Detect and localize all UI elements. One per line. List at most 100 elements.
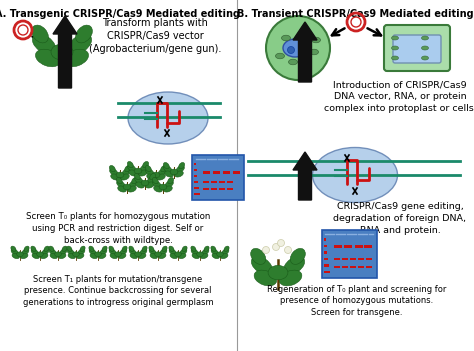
Ellipse shape bbox=[138, 253, 146, 259]
Ellipse shape bbox=[179, 163, 185, 169]
Ellipse shape bbox=[128, 186, 137, 192]
Ellipse shape bbox=[175, 252, 181, 257]
Ellipse shape bbox=[212, 253, 219, 259]
Bar bbox=[203, 187, 209, 190]
Ellipse shape bbox=[68, 253, 75, 259]
Bar bbox=[350, 258, 356, 260]
Ellipse shape bbox=[99, 253, 106, 259]
Ellipse shape bbox=[169, 246, 174, 251]
Ellipse shape bbox=[117, 178, 122, 184]
Ellipse shape bbox=[164, 163, 169, 169]
Ellipse shape bbox=[421, 36, 428, 40]
Ellipse shape bbox=[141, 180, 149, 186]
Ellipse shape bbox=[178, 253, 186, 259]
Ellipse shape bbox=[211, 246, 216, 251]
Circle shape bbox=[273, 244, 280, 251]
Ellipse shape bbox=[60, 249, 67, 255]
Ellipse shape bbox=[165, 171, 173, 177]
Text: Screen T₀ plants for homozygous mutation
using PCR and restriction digest. Self : Screen T₀ plants for homozygous mutation… bbox=[26, 212, 210, 245]
Ellipse shape bbox=[129, 249, 136, 255]
Bar bbox=[324, 245, 327, 247]
Ellipse shape bbox=[147, 177, 155, 184]
Ellipse shape bbox=[251, 257, 272, 274]
Ellipse shape bbox=[164, 186, 172, 192]
Bar bbox=[194, 163, 197, 165]
Ellipse shape bbox=[102, 246, 107, 251]
Bar bbox=[358, 265, 364, 268]
Ellipse shape bbox=[222, 249, 229, 255]
FancyArrow shape bbox=[293, 22, 317, 82]
Bar bbox=[227, 180, 233, 183]
Ellipse shape bbox=[89, 249, 96, 255]
Ellipse shape bbox=[118, 253, 126, 259]
Ellipse shape bbox=[128, 161, 133, 168]
Text: A. Transgenic CRISPR/Cas9 Mediated editing: A. Transgenic CRISPR/Cas9 Mediated editi… bbox=[0, 9, 240, 19]
Bar bbox=[366, 265, 372, 268]
Text: B. Transient CRISPR/Cas9 Mediated editing: B. Transient CRISPR/Cas9 Mediated editin… bbox=[237, 9, 474, 19]
Ellipse shape bbox=[168, 178, 173, 184]
Ellipse shape bbox=[147, 174, 155, 180]
Ellipse shape bbox=[312, 147, 398, 203]
Ellipse shape bbox=[162, 246, 167, 251]
Text: CRISPR/Cas9 gene editing,
degradation of foreign DNA,
RNA and protein.: CRISPR/Cas9 gene editing, degradation of… bbox=[334, 202, 466, 234]
Ellipse shape bbox=[120, 249, 127, 255]
Ellipse shape bbox=[211, 249, 218, 255]
Ellipse shape bbox=[164, 166, 172, 173]
Bar bbox=[366, 258, 372, 260]
Bar bbox=[334, 245, 342, 248]
Bar bbox=[192, 155, 244, 200]
Ellipse shape bbox=[32, 25, 48, 43]
FancyBboxPatch shape bbox=[393, 35, 441, 63]
Ellipse shape bbox=[180, 249, 187, 255]
Ellipse shape bbox=[224, 246, 229, 251]
Ellipse shape bbox=[161, 165, 167, 172]
Ellipse shape bbox=[12, 253, 19, 259]
Circle shape bbox=[288, 46, 294, 53]
Ellipse shape bbox=[150, 173, 155, 180]
Bar bbox=[324, 238, 327, 240]
Ellipse shape bbox=[254, 270, 277, 286]
Bar bbox=[324, 264, 329, 266]
Ellipse shape bbox=[129, 181, 137, 187]
Ellipse shape bbox=[149, 249, 156, 255]
Ellipse shape bbox=[64, 49, 89, 67]
Bar bbox=[213, 171, 220, 174]
Ellipse shape bbox=[290, 249, 305, 264]
Ellipse shape bbox=[24, 246, 29, 251]
Ellipse shape bbox=[116, 172, 124, 178]
Ellipse shape bbox=[149, 246, 154, 251]
Bar bbox=[194, 181, 198, 183]
Ellipse shape bbox=[142, 246, 147, 251]
Bar bbox=[233, 171, 240, 174]
Ellipse shape bbox=[135, 177, 143, 184]
Ellipse shape bbox=[129, 246, 134, 251]
Ellipse shape bbox=[217, 252, 223, 257]
Bar bbox=[194, 175, 198, 177]
Bar bbox=[223, 171, 230, 174]
Ellipse shape bbox=[165, 181, 173, 187]
Ellipse shape bbox=[110, 253, 118, 259]
Ellipse shape bbox=[134, 173, 140, 180]
Ellipse shape bbox=[140, 165, 148, 172]
Ellipse shape bbox=[109, 168, 118, 176]
Ellipse shape bbox=[129, 170, 137, 176]
Ellipse shape bbox=[49, 249, 56, 255]
Ellipse shape bbox=[120, 174, 129, 180]
Bar bbox=[322, 230, 377, 278]
Ellipse shape bbox=[122, 168, 130, 176]
Ellipse shape bbox=[100, 249, 107, 255]
Ellipse shape bbox=[182, 246, 187, 251]
Ellipse shape bbox=[76, 253, 84, 259]
Ellipse shape bbox=[310, 49, 319, 55]
Ellipse shape bbox=[153, 181, 161, 187]
Ellipse shape bbox=[283, 39, 307, 57]
Bar bbox=[364, 245, 372, 248]
Ellipse shape bbox=[392, 46, 399, 50]
Bar bbox=[358, 258, 364, 260]
Ellipse shape bbox=[95, 252, 101, 257]
Ellipse shape bbox=[279, 270, 302, 286]
Ellipse shape bbox=[32, 253, 39, 259]
Ellipse shape bbox=[146, 182, 154, 188]
Bar bbox=[194, 187, 199, 189]
Ellipse shape bbox=[11, 249, 18, 255]
